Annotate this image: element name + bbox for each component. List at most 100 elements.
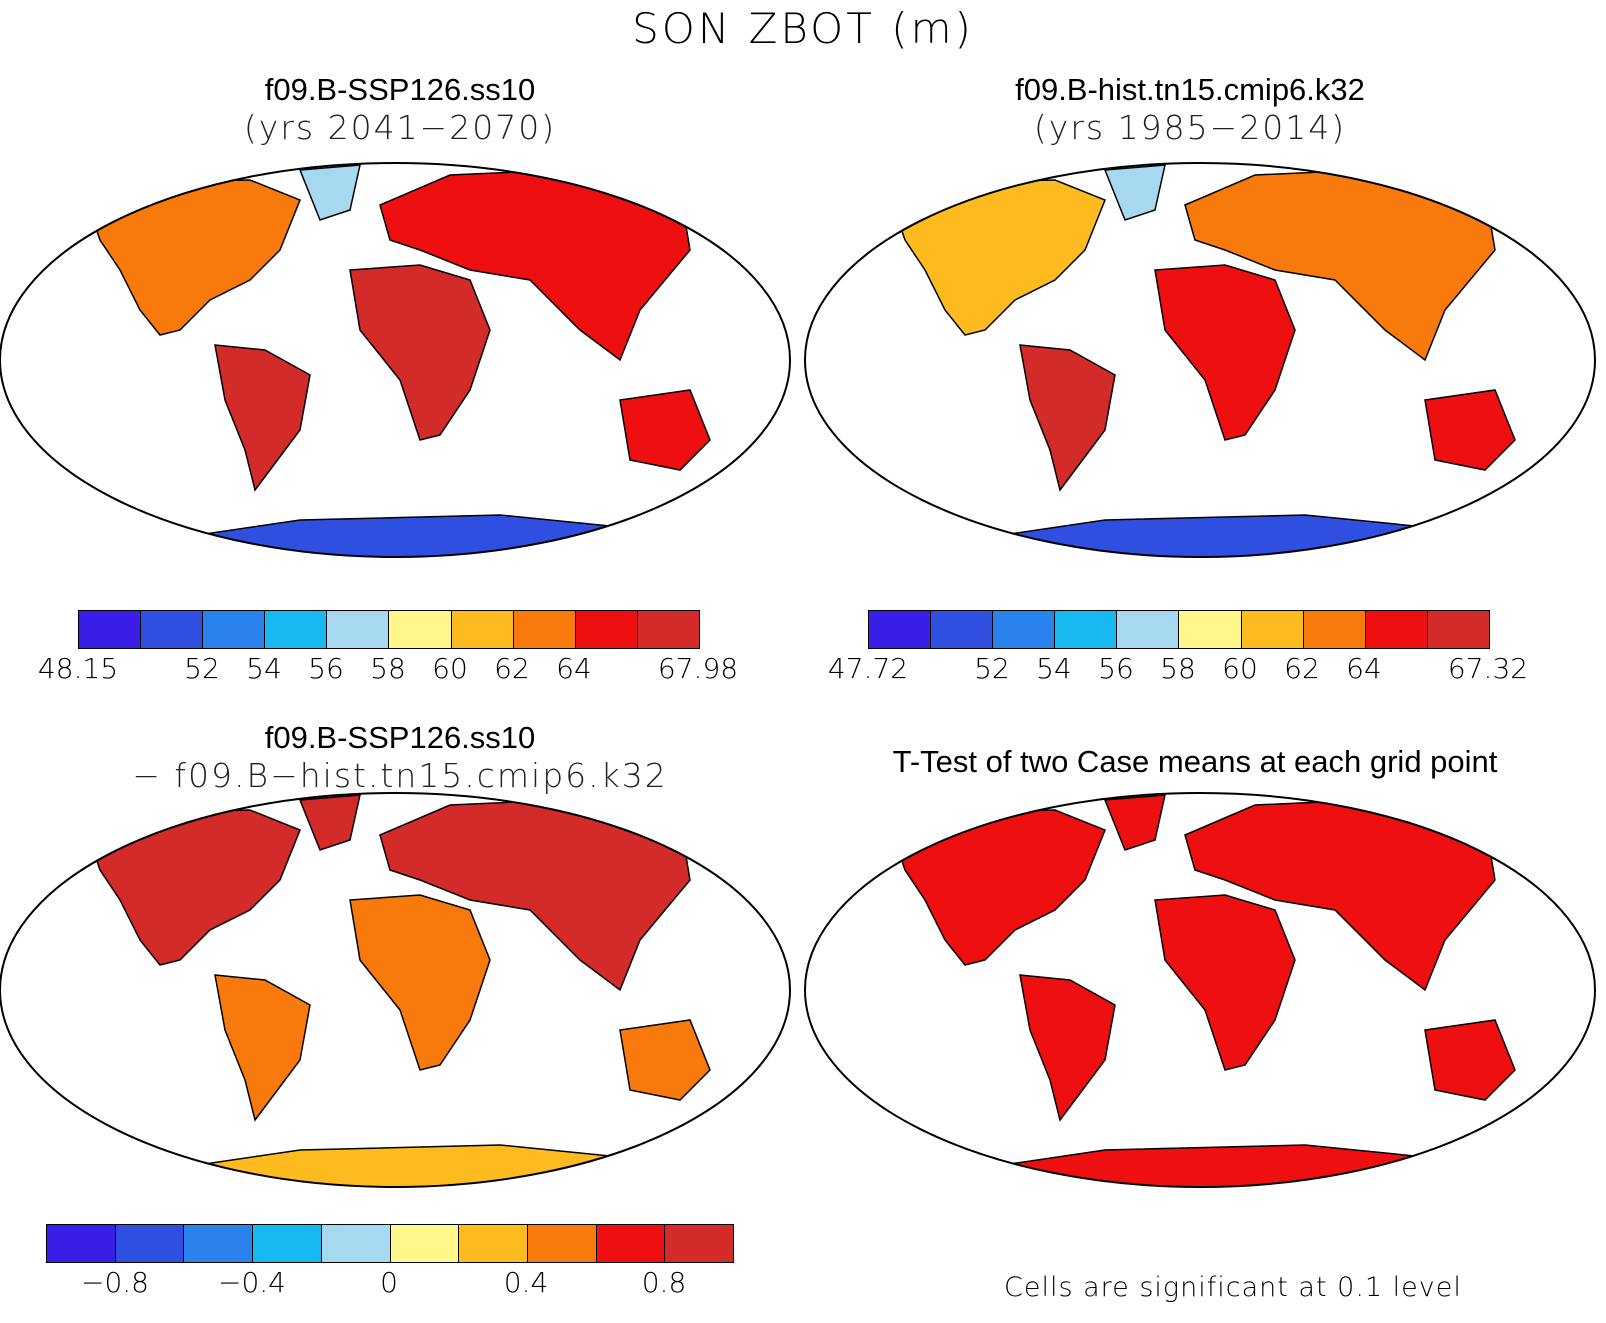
cbar3-tick: 0 bbox=[380, 1266, 398, 1299]
samerica-landmass bbox=[214, 344, 311, 492]
namerica-landmass bbox=[894, 179, 1106, 336]
namerica-landmass bbox=[894, 809, 1106, 966]
colorbar-swatch bbox=[389, 611, 452, 648]
cbar1-tick: 60 bbox=[432, 652, 468, 685]
cbar2-tick: 52 bbox=[974, 652, 1010, 685]
antarctica-landmass bbox=[128, 514, 682, 557]
colorbar-swatch bbox=[993, 611, 1056, 648]
map-fill-4 bbox=[894, 794, 1516, 1187]
cbar3-tick: −0.4 bbox=[218, 1266, 286, 1299]
colorbar-swatch bbox=[47, 1225, 116, 1262]
colorbar-swatch bbox=[1241, 611, 1304, 648]
cbar3-tick: 0.8 bbox=[641, 1266, 687, 1299]
namerica-landmass bbox=[89, 809, 301, 966]
africa-landmass bbox=[1154, 264, 1296, 441]
colorbar-swatch bbox=[637, 611, 699, 648]
australia-landmass bbox=[1424, 1019, 1516, 1101]
cbar1-tick: 48.15 bbox=[37, 652, 119, 685]
colorbar-swatch bbox=[253, 1225, 322, 1262]
cbar1-tick: 67.98 bbox=[657, 652, 739, 685]
cbar1-tick: 64 bbox=[556, 652, 592, 685]
colorbar-swatch bbox=[527, 1225, 597, 1262]
colorbar-3 bbox=[46, 1224, 734, 1263]
africa-landmass bbox=[349, 264, 491, 441]
colorbar-swatch bbox=[869, 611, 932, 648]
colorbar-swatch bbox=[1055, 611, 1118, 648]
colorbar-swatch bbox=[513, 611, 576, 648]
greenland-landmass bbox=[298, 164, 361, 221]
panel1-years: (yrs 2041−2070) bbox=[243, 108, 557, 147]
greenland-landmass bbox=[1103, 164, 1166, 221]
greenland-landmass bbox=[298, 794, 361, 851]
samerica-landmass bbox=[1019, 344, 1116, 492]
significance-note: Cells are significant at 0.1 level bbox=[1004, 1272, 1462, 1303]
colorbar-swatch bbox=[596, 1225, 666, 1262]
antarctica-landmass bbox=[933, 514, 1487, 557]
panel2-title: f09.B-hist.tn15.cmip6.k32 (yrs 1985−2014… bbox=[960, 72, 1420, 148]
panel4-ttest-label: T-Test of two Case means at each grid po… bbox=[892, 744, 1498, 779]
colorbar-swatch bbox=[931, 611, 994, 648]
cbar3-tick: 0.4 bbox=[503, 1266, 549, 1299]
colorbar-swatch bbox=[665, 1225, 734, 1262]
cbar2-tick: 60 bbox=[1222, 652, 1258, 685]
map-outline-4 bbox=[804, 792, 1596, 1188]
colorbar-swatch bbox=[1365, 611, 1428, 648]
map-fill-1 bbox=[89, 164, 711, 557]
colorbar-swatch bbox=[1117, 611, 1180, 648]
map-panel-2 bbox=[804, 162, 1596, 558]
panel3-case-name: f09.B-SSP126.ss10 bbox=[264, 720, 536, 755]
cbar2-tick: 54 bbox=[1036, 652, 1072, 685]
colorbar-1 bbox=[78, 610, 700, 649]
map-outline-1 bbox=[0, 162, 791, 558]
greenland-landmass bbox=[1103, 794, 1166, 851]
panel1-title: f09.B-SSP126.ss10 (yrs 2041−2070) bbox=[190, 72, 610, 148]
panel3-difference-label: − f09.B−hist.tn15.cmip6.k32 bbox=[132, 756, 668, 795]
colorbar-swatch bbox=[141, 611, 204, 648]
cbar1-tick: 52 bbox=[184, 652, 220, 685]
colorbar-swatch bbox=[184, 1225, 254, 1262]
panel2-case-name: f09.B-hist.tn15.cmip6.k32 bbox=[1015, 72, 1365, 107]
cbar3-tick: −0.8 bbox=[81, 1266, 149, 1299]
australia-landmass bbox=[619, 1019, 711, 1101]
map-panel-1 bbox=[0, 162, 791, 558]
colorbar-swatch bbox=[1427, 611, 1489, 648]
panel3-title: f09.B-SSP126.ss10 − f09.B−hist.tn15.cmip… bbox=[90, 720, 710, 796]
map-outline-2 bbox=[804, 162, 1596, 558]
panel4-title: T-Test of two Case means at each grid po… bbox=[830, 744, 1560, 780]
colorbar-swatch bbox=[390, 1225, 460, 1262]
colorbar-swatch bbox=[1179, 611, 1242, 648]
cbar1-tick: 62 bbox=[494, 652, 530, 685]
namerica-landmass bbox=[89, 179, 301, 336]
cbar1-tick: 56 bbox=[308, 652, 344, 685]
colorbar-swatch bbox=[327, 611, 390, 648]
africa-landmass bbox=[1154, 894, 1296, 1071]
colorbar-swatch bbox=[451, 611, 514, 648]
samerica-landmass bbox=[214, 974, 311, 1122]
colorbar-swatch bbox=[265, 611, 328, 648]
cbar2-tick: 47.72 bbox=[827, 652, 909, 685]
cbar2-tick: 64 bbox=[1346, 652, 1382, 685]
cbar2-tick: 62 bbox=[1284, 652, 1320, 685]
colorbar-2 bbox=[868, 610, 1490, 649]
map-fill-3 bbox=[89, 794, 711, 1187]
colorbar-swatch bbox=[321, 1225, 391, 1262]
colorbar-swatch bbox=[1303, 611, 1366, 648]
cbar1-tick: 54 bbox=[246, 652, 282, 685]
cbar2-tick: 58 bbox=[1160, 652, 1196, 685]
samerica-landmass bbox=[1019, 974, 1116, 1122]
colorbar-swatch bbox=[115, 1225, 185, 1262]
africa-landmass bbox=[349, 894, 491, 1071]
map-panel-3 bbox=[0, 792, 791, 1188]
cbar1-tick: 58 bbox=[370, 652, 406, 685]
cbar2-tick: 56 bbox=[1098, 652, 1134, 685]
map-outline-3 bbox=[0, 792, 791, 1188]
australia-landmass bbox=[1424, 389, 1516, 471]
australia-landmass bbox=[619, 389, 711, 471]
antarctica-landmass bbox=[128, 1144, 682, 1187]
panel1-case-name: f09.B-SSP126.ss10 bbox=[264, 72, 536, 107]
colorbar-swatch bbox=[203, 611, 266, 648]
colorbar-swatch bbox=[575, 611, 638, 648]
figure-title: SON ZBOT (m) bbox=[632, 4, 974, 53]
panel2-years: (yrs 1985−2014) bbox=[1033, 108, 1347, 147]
cbar2-tick: 67.32 bbox=[1447, 652, 1529, 685]
